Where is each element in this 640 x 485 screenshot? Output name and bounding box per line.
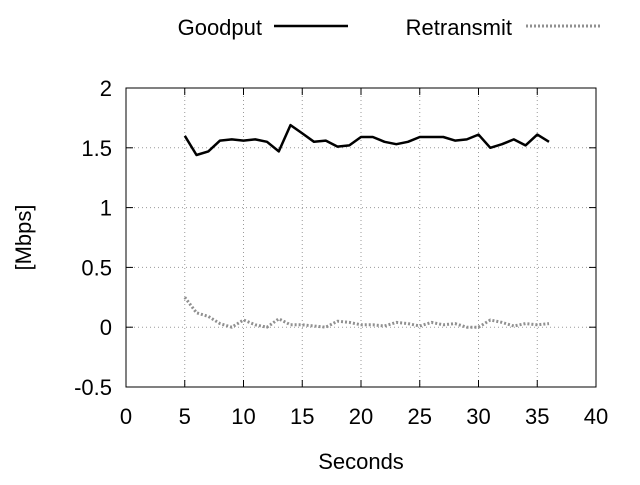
y-tick-label: 1.5 — [81, 136, 112, 161]
y-tick-label: 2 — [100, 76, 112, 101]
x-tick-label: 0 — [120, 404, 132, 429]
legend-label-goodput: Goodput — [178, 15, 262, 40]
grid-lines — [126, 88, 596, 387]
x-tick-label: 10 — [231, 404, 255, 429]
y-tick-labels: -0.5 0 0.5 1 1.5 2 — [74, 76, 112, 400]
x-axis-title: Seconds — [318, 449, 404, 474]
x-tick-label: 5 — [179, 404, 191, 429]
y-tick-label: 0.5 — [81, 255, 112, 280]
y-tick-label: 1 — [100, 196, 112, 221]
x-tick-label: 25 — [408, 404, 432, 429]
series-lines — [185, 125, 549, 327]
series-line-goodput — [185, 125, 549, 155]
y-axis-title: [Mbps] — [11, 204, 36, 270]
legend: Goodput Retransmit — [178, 15, 600, 40]
legend-label-retransmit: Retransmit — [406, 15, 512, 40]
x-tick-label: 20 — [349, 404, 373, 429]
x-tick-label: 30 — [466, 404, 490, 429]
x-tick-label: 15 — [290, 404, 314, 429]
x-tick-label: 40 — [584, 404, 608, 429]
x-tick-label: 35 — [525, 404, 549, 429]
x-tick-labels: 0 5 10 15 20 25 30 35 40 — [120, 404, 608, 429]
series-line-retransmit — [185, 297, 549, 327]
y-tick-label: 0 — [100, 315, 112, 340]
y-tick-label: -0.5 — [74, 375, 112, 400]
